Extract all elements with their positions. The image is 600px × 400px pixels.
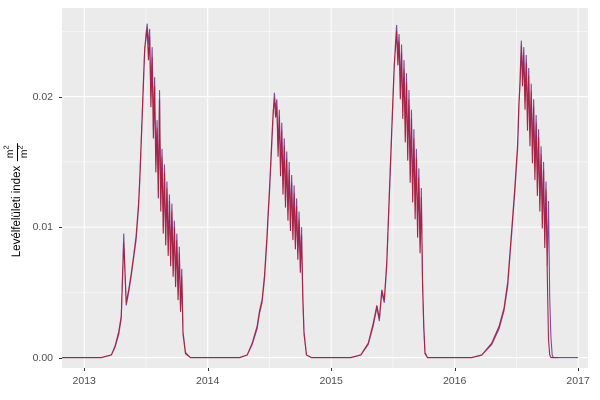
y-tick-label: 0.00	[32, 351, 53, 364]
grid-major-lines	[62, 8, 588, 368]
y-tick-label: 0.02	[32, 90, 53, 103]
y-tick-mark	[59, 357, 62, 359]
series-lines	[62, 23, 579, 359]
y-axis-units-denominator: m2	[15, 145, 30, 159]
x-tick-mark	[578, 368, 580, 371]
y-tick-mark	[59, 227, 62, 229]
x-tick-label: 2014	[196, 375, 220, 387]
y-axis-title-wrapper: Levélfelületi index m2 m2	[0, 0, 34, 400]
y-tick-mark	[59, 96, 62, 98]
grid-minor-lines	[62, 8, 588, 368]
x-tick-label: 2016	[442, 375, 467, 387]
x-tick-mark	[84, 368, 86, 371]
y-axis-title-text: Levélfelületi index	[11, 165, 23, 258]
x-tick-label: 2013	[72, 375, 96, 387]
y-tick-label: 0.01	[32, 221, 53, 234]
plot-panel	[62, 8, 588, 368]
x-tick-mark	[207, 368, 209, 371]
plot-svg	[62, 8, 588, 368]
x-tick-mark	[331, 368, 333, 371]
x-tick-mark	[454, 368, 456, 371]
x-tick-label: 2015	[319, 375, 343, 387]
y-axis-units-fraction: m2 m2	[2, 142, 30, 161]
y-axis-title: Levélfelületi index m2 m2	[2, 142, 30, 258]
x-tick-label: 2017	[566, 375, 590, 387]
series-line-series-crimson	[62, 28, 559, 359]
